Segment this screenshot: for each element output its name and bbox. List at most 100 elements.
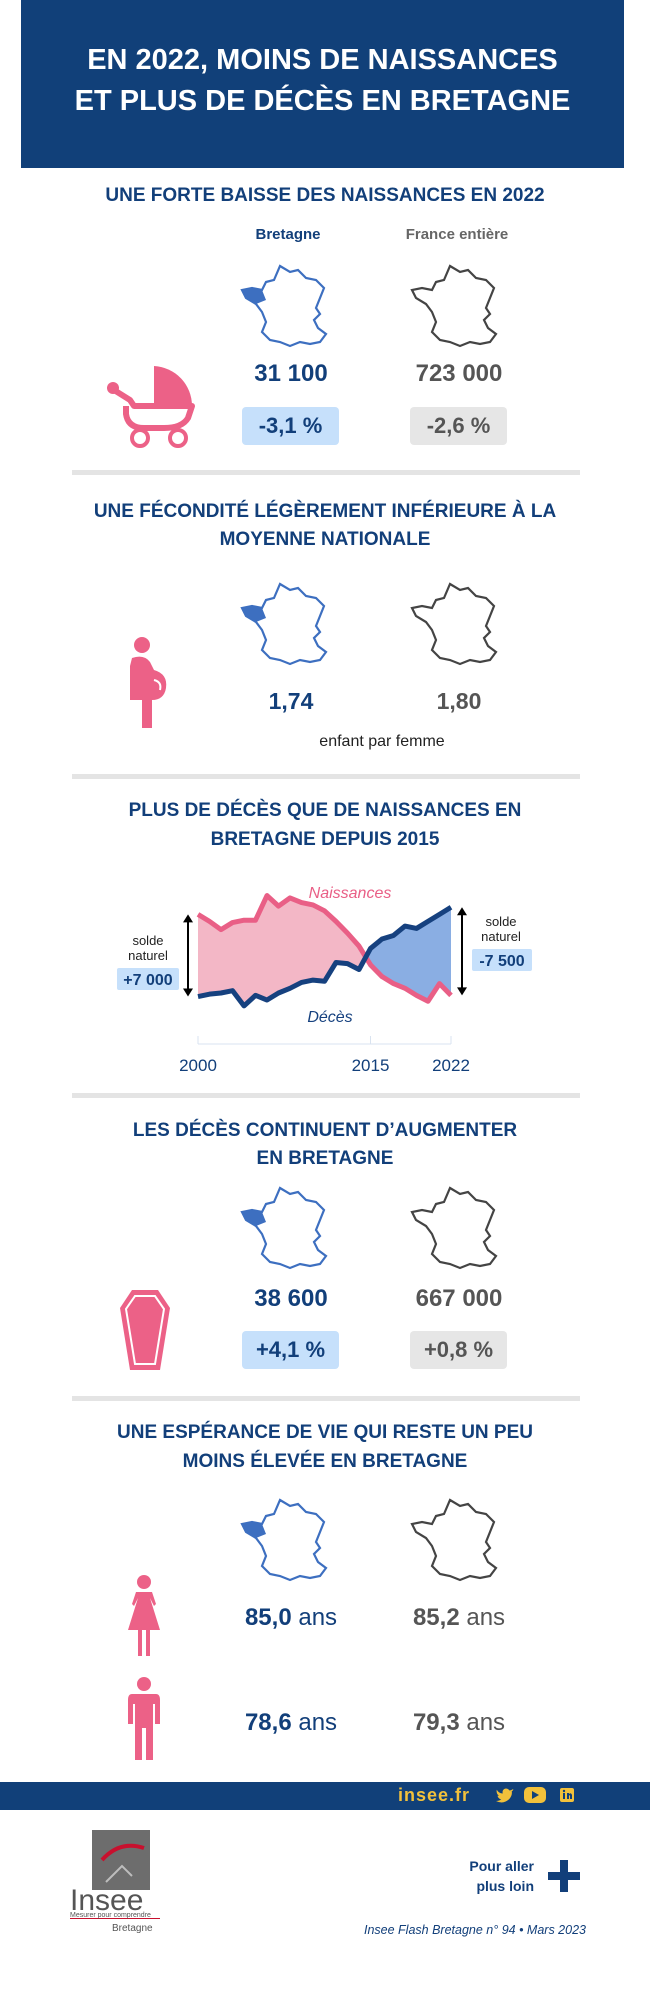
- france-map-icon: [410, 264, 498, 348]
- plus-icon[interactable]: [548, 1860, 580, 1892]
- france-map-icon: [410, 1186, 498, 1270]
- coffin-icon: [120, 1290, 170, 1370]
- publication-reference: Insee Flash Bretagne n° 94 • Mars 2023: [363, 1923, 586, 1937]
- balance-2000-label-line2: naturel: [128, 948, 168, 963]
- pram-icon: [107, 366, 195, 448]
- surplus-area: [278, 897, 290, 993]
- twitter-icon[interactable]: [496, 1787, 514, 1803]
- births-bretagne-change: -3,1 %: [242, 407, 339, 445]
- surplus-area: [232, 920, 244, 1006]
- linkedin-icon[interactable]: [560, 1788, 574, 1802]
- balance-arrow-2000-head: [183, 988, 193, 997]
- france-map-icon: [410, 582, 498, 666]
- deficit-area: [428, 914, 440, 1002]
- fertility-bretagne-value: 1,74: [268, 688, 314, 714]
- balance-2000-value: +7 000: [123, 972, 172, 989]
- deficit-area: [439, 907, 451, 996]
- france-map-icon: [240, 582, 328, 666]
- life-men-bretagne: 78,6 ans: [244, 1709, 338, 1736]
- surplus-area: [267, 895, 279, 1001]
- header-banner: EN 2022, MOINS DE NAISSANCES ET PLUS DE …: [21, 0, 624, 168]
- life-women-france: 85,2 ans: [412, 1604, 506, 1631]
- surplus-area: [313, 904, 325, 982]
- x-tick-label-2022: 2022: [432, 1056, 470, 1075]
- fertility-france-value: 1,80: [436, 688, 482, 714]
- life-title-line2: MOINS ÉLEVÉE EN BRETAGNE: [182, 1451, 468, 1472]
- page-title-line2: ET PLUS DE DÉCÈS EN BRETAGNE: [74, 85, 571, 117]
- section-divider: [72, 774, 580, 779]
- balance-2000-badge: [117, 968, 179, 990]
- balance-arrow-2022-head: [457, 907, 467, 916]
- balance-arrow-2000-head: [183, 914, 193, 923]
- surplus-area: [347, 933, 359, 970]
- balance-2000-label-line1: solde: [132, 933, 163, 948]
- deaths-bretagne-value: 38 600: [254, 1285, 328, 1312]
- x-tick-label-2015: 2015: [352, 1056, 390, 1075]
- balance-2022-value: -7 500: [479, 953, 524, 970]
- fertility-unit: enfant par femme: [319, 733, 445, 750]
- surplus-area: [255, 895, 267, 1001]
- surplus-area: [301, 902, 313, 983]
- surplus-area: [244, 920, 256, 1006]
- logo-rule: [70, 1918, 160, 1919]
- logo-region: Bretagne: [112, 1923, 153, 1934]
- section-divider: [72, 470, 580, 475]
- births-line: [196, 893, 453, 1004]
- fertility-title-line2: MOYENNE NATIONALE: [219, 529, 431, 550]
- births-title: UNE FORTE BAISSE DES NAISSANCES EN 2022: [105, 185, 545, 206]
- surplus-area: [221, 922, 233, 993]
- births-france-change: -2,6 %: [410, 407, 507, 445]
- births-series-label: Naissances: [309, 885, 392, 902]
- life-title-line1: UNE ESPÉRANCE DE VIE QUI RESTE UN PEU: [117, 1422, 533, 1443]
- page-title-line1: EN 2022, MOINS DE NAISSANCES: [87, 44, 558, 76]
- balance-arrow-2022-head: [457, 987, 467, 996]
- logo-tagline: Mesurer pour comprendre: [70, 1912, 151, 1919]
- balance-title-line2: BRETAGNE DEPUIS 2015: [210, 829, 440, 850]
- france-map-icon: [240, 1498, 328, 1582]
- more-info-line1: Pour aller: [469, 1858, 534, 1874]
- pregnant-woman-icon: [130, 637, 167, 728]
- life-women-bretagne: 85,0 ans: [244, 1604, 338, 1631]
- france-map-icon: [240, 1186, 328, 1270]
- births-france-value: 723 000: [415, 360, 503, 387]
- france-map-icon: [410, 1498, 498, 1582]
- deaths-title-line2: EN BRETAGNE: [256, 1148, 394, 1169]
- man-icon: [128, 1677, 160, 1760]
- surplus-area: [209, 921, 221, 995]
- youtube-icon[interactable]: [524, 1787, 546, 1803]
- more-info-link[interactable]: Pour aller plus loin: [440, 1856, 534, 1896]
- deaths-line: [197, 905, 453, 1009]
- france-label: France entière: [405, 226, 509, 243]
- deaths-series-label: Décès: [307, 1009, 352, 1026]
- x-tick-label-2000: 2000: [179, 1056, 217, 1075]
- balance-2022-label-line2: naturel: [481, 929, 521, 944]
- section-divider: [72, 1396, 580, 1401]
- section-divider: [72, 1093, 580, 1098]
- woman-icon: [128, 1575, 160, 1656]
- more-info-line2: plus loin: [476, 1878, 534, 1894]
- deficit-area: [405, 926, 417, 996]
- balance-2022-label-line1: solde: [485, 914, 516, 929]
- footer-bar: insee.fr: [0, 1782, 650, 1810]
- deaths-title-line1: LES DÉCÈS CONTINUENT D’AUGMENTER: [132, 1120, 518, 1141]
- deficit-area: [393, 926, 405, 989]
- deaths-france-value: 667 000: [415, 1285, 503, 1312]
- insee-logo[interactable]: Insee Mesurer pour comprendre Bretagne: [70, 1830, 160, 1940]
- fertility-title-line1: UNE FÉCONDITÉ LÉGÈREMENT INFÉRIEURE À LA: [93, 501, 557, 522]
- surplus-area: [290, 897, 302, 989]
- surplus-area: [198, 914, 210, 997]
- france-map-icon: [240, 264, 328, 348]
- deaths-france-change: +0,8 %: [410, 1331, 507, 1369]
- births-bretagne-value: 31 100: [254, 360, 328, 387]
- deficit-area: [416, 921, 428, 1002]
- insee-logo-mark-icon: [92, 1830, 150, 1890]
- insee-site-link[interactable]: insee.fr: [398, 1785, 471, 1805]
- bretagne-label: Bretagne: [255, 226, 321, 243]
- logo-name: Insee: [70, 1884, 144, 1917]
- balance-2022-badge: [472, 949, 532, 971]
- balance-title-line1: PLUS DE DÉCÈS QUE DE NAISSANCES EN: [128, 800, 522, 821]
- deficit-area: [382, 935, 394, 984]
- deaths-bretagne-change: +4,1 %: [242, 1331, 339, 1369]
- life-men-france: 79,3 ans: [412, 1709, 506, 1736]
